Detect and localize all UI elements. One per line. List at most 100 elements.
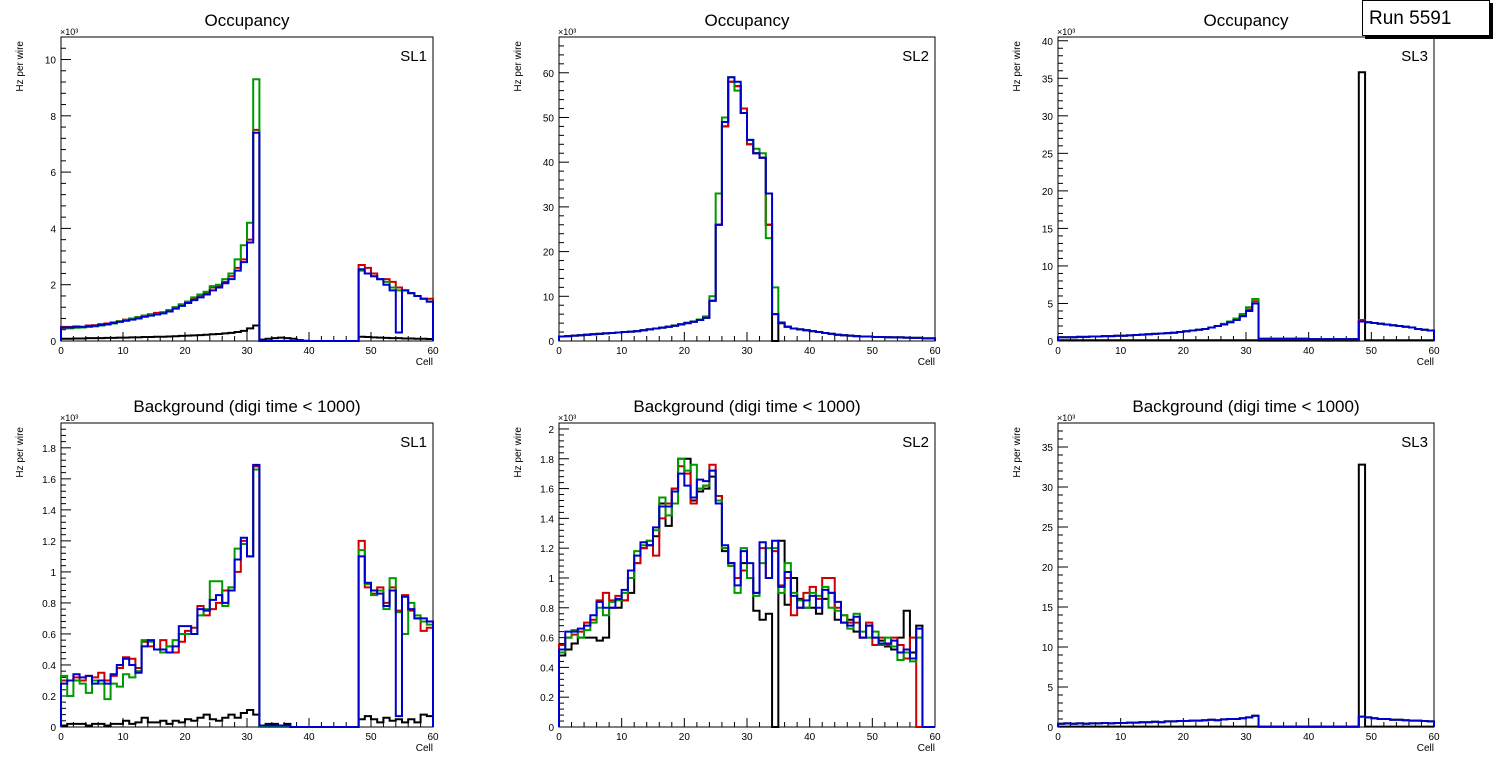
histogram-series-black (1057, 463, 1435, 728)
x-tick-label: 40 (804, 346, 816, 357)
x-tick-label: 40 (1303, 732, 1315, 743)
y-exponent-label: ×10³ (558, 413, 576, 423)
superlayer-tag: SL2 (902, 48, 929, 65)
histogram-series-red (558, 463, 935, 728)
histogram-series-green (60, 78, 434, 342)
y-axis-label: Hz per wire (15, 41, 26, 92)
x-tick-label: 10 (117, 732, 129, 743)
x-tick-label: 20 (679, 732, 691, 743)
y-tick-label: 50 (543, 113, 555, 124)
y-tick-label: 30 (543, 203, 555, 214)
x-tick-label: 50 (1366, 732, 1378, 743)
x-tick-label: 40 (1303, 346, 1315, 357)
plot-frame (60, 422, 434, 728)
histogram-series-black (558, 457, 935, 728)
x-tick-label: 20 (179, 346, 191, 357)
y-tick-label: 0 (1047, 337, 1053, 348)
chart-panel-2: Occupancy SL2 ×10³ Hz per wire Cell 0 10 20 30 40… (513, 11, 941, 368)
chart-title: Occupancy (704, 11, 790, 30)
chart-title: Occupancy (1203, 11, 1289, 30)
y-tick-label: 20 (543, 248, 555, 259)
superlayer-tag: SL3 (1401, 48, 1428, 65)
x-axis-label: Cell (1417, 357, 1434, 368)
x-tick-label: 10 (1115, 732, 1127, 743)
histogram-series-red (60, 465, 434, 728)
x-tick-label: 20 (679, 346, 691, 357)
x-axis-label: Cell (918, 743, 935, 754)
run-number-label: Run 5591 (1362, 0, 1490, 36)
y-tick-label: 0.8 (540, 604, 554, 615)
plot-frame (558, 36, 936, 342)
y-tick-label: 1 (50, 568, 56, 579)
y-axis-label: Hz per wire (1012, 41, 1023, 92)
x-tick-label: 10 (1115, 346, 1127, 357)
x-tick-label: 60 (929, 346, 941, 357)
y-axis-label: Hz per wire (513, 41, 524, 92)
plot-frame (1057, 36, 1435, 342)
y-tick-label: 0 (548, 337, 554, 348)
x-tick-label: 20 (1178, 346, 1190, 357)
y-tick-label: 2 (50, 281, 56, 292)
y-tick-label: 1 (548, 574, 554, 585)
y-tick-label: 20 (1042, 563, 1054, 574)
y-tick-label: 10 (1042, 643, 1054, 654)
histogram-series-blue (60, 463, 434, 728)
superlayer-tag: SL1 (400, 48, 427, 65)
y-tick-label: 1.2 (540, 544, 554, 555)
y-tick-label: 5 (1047, 683, 1053, 694)
x-tick-label: 50 (365, 732, 377, 743)
x-tick-label: 50 (867, 732, 879, 743)
chart-panel-4: Background (digi time < 1000) SL1 ×10³ Hz p… (15, 397, 439, 754)
histogram-series-black (60, 324, 434, 342)
x-tick-label: 60 (427, 732, 439, 743)
y-tick-label: 1.6 (42, 475, 56, 486)
y-tick-label: 0.2 (540, 693, 554, 704)
y-tick-label: 2 (548, 425, 554, 436)
chart-title: Background (digi time < 1000) (133, 397, 360, 416)
chart-title: Background (digi time < 1000) (1132, 397, 1359, 416)
y-tick-label: 10 (543, 292, 555, 303)
x-tick-label: 60 (929, 732, 941, 743)
y-exponent-label: ×10³ (60, 27, 78, 37)
chart-title: Occupancy (204, 11, 290, 30)
y-tick-label: 15 (1042, 224, 1054, 235)
superlayer-tag: SL1 (400, 434, 427, 451)
y-tick-label: 15 (1042, 603, 1054, 614)
x-tick-label: 60 (1428, 732, 1440, 743)
chart-panel-6: Background (digi time < 1000) SL3 ×10³ Hz p… (1012, 397, 1440, 754)
chart-title: Background (digi time < 1000) (633, 397, 860, 416)
x-tick-label: 60 (1428, 346, 1440, 357)
x-tick-label: 0 (1055, 346, 1061, 357)
y-exponent-label: ×10³ (1057, 413, 1075, 423)
x-tick-label: 40 (804, 732, 816, 743)
y-tick-label: 1.2 (42, 537, 56, 548)
x-tick-label: 0 (556, 346, 562, 357)
superlayer-tag: SL2 (902, 434, 929, 451)
y-tick-label: 35 (1042, 443, 1054, 454)
y-tick-label: 0.2 (42, 692, 56, 703)
x-tick-label: 50 (1366, 346, 1378, 357)
x-tick-label: 60 (427, 346, 439, 357)
y-tick-label: 10 (45, 56, 57, 67)
y-tick-label: 1.8 (42, 444, 56, 455)
y-axis-label: Hz per wire (513, 427, 524, 478)
y-tick-label: 40 (543, 158, 555, 169)
x-tick-label: 30 (241, 346, 253, 357)
x-tick-label: 0 (58, 732, 64, 743)
histogram-series-blue (558, 469, 935, 728)
x-tick-label: 20 (1178, 732, 1190, 743)
y-tick-label: 8 (50, 112, 56, 123)
y-exponent-label: ×10³ (60, 413, 78, 423)
y-tick-label: 30 (1042, 483, 1054, 494)
y-tick-label: 0 (548, 723, 554, 734)
y-axis-label: Hz per wire (15, 427, 26, 478)
plot-frame (1057, 422, 1435, 728)
y-tick-label: 1.8 (540, 455, 554, 466)
y-tick-label: 25 (1042, 523, 1054, 534)
y-tick-label: 20 (1042, 187, 1054, 198)
histogram-series-blue (60, 131, 434, 342)
histogram-series-blue (1057, 714, 1435, 728)
y-tick-label: 25 (1042, 149, 1054, 160)
histogram-series-green (60, 468, 434, 728)
